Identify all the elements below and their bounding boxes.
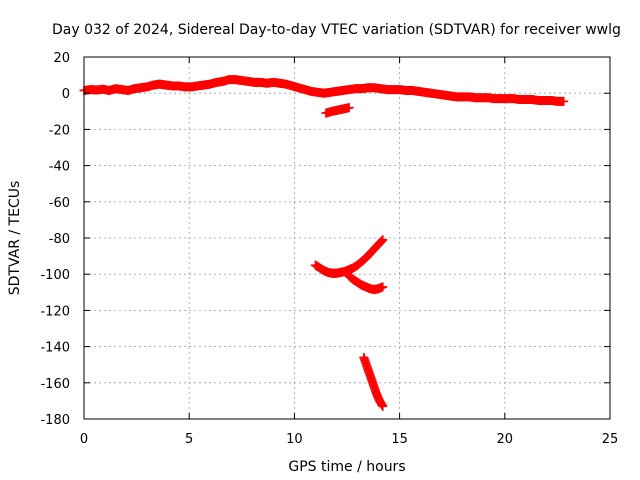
grid-lines: [84, 57, 610, 419]
y-tick-label: -140: [40, 341, 70, 356]
x-tick-label: 0: [80, 432, 88, 447]
series-main-band: [79, 75, 569, 106]
data-point: [378, 282, 388, 292]
y-tick-label: -160: [40, 377, 70, 392]
y-tick-label: -100: [40, 268, 70, 283]
x-tick-label: 10: [286, 432, 303, 447]
y-axis-label: SDTVAR / TECUs: [7, 181, 23, 296]
y-tick-label: -120: [40, 304, 70, 319]
series-steep-drop: [359, 352, 388, 411]
x-tick-label: 5: [185, 432, 193, 447]
series-arc-up: [310, 235, 388, 278]
y-tick-label: -60: [49, 196, 70, 211]
y-tick-label: -40: [49, 160, 70, 175]
x-axis-label: GPS time / hours: [288, 459, 405, 475]
series-arc-down: [344, 271, 388, 295]
y-tick-label: 0: [62, 87, 70, 102]
x-tick-label: 20: [497, 432, 514, 447]
x-tick-label: 25: [602, 432, 619, 447]
y-tick-label: 20: [53, 51, 70, 66]
data-point: [378, 401, 388, 411]
data-point: [559, 96, 569, 106]
series-short-segment: [321, 103, 354, 118]
y-tick-label: -180: [40, 413, 70, 428]
y-tick-label: -20: [49, 123, 70, 138]
axis-ticks: 0 5 10 15 20 25 20 0 -20 -40 -60 -80 -100 -120 -140 -16…: [40, 51, 618, 447]
data-series: [79, 75, 569, 411]
y-tick-label: -80: [49, 232, 70, 247]
data-point: [344, 103, 354, 113]
data-point: [378, 235, 388, 245]
chart-title: Day 032 of 2024, Sidereal Day-to-day VTE…: [52, 22, 621, 38]
x-tick-label: 15: [391, 432, 408, 447]
